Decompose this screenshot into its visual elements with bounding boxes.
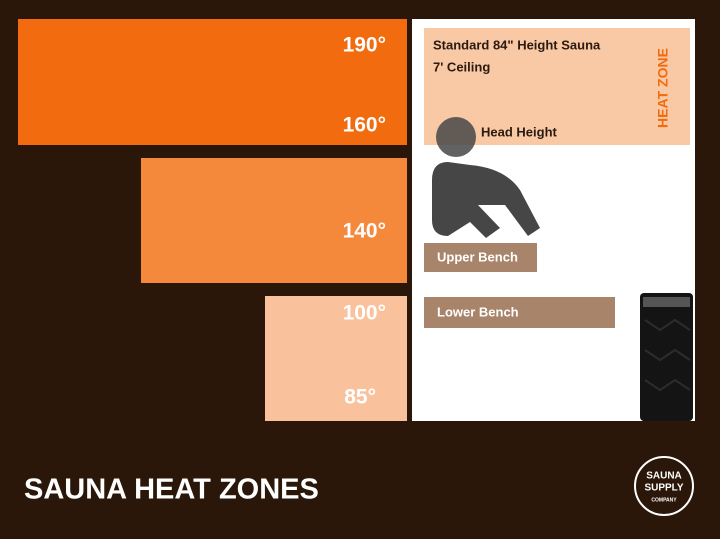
logo-text: SAUNA — [646, 471, 682, 482]
head-height-label: Head Height — [481, 124, 558, 139]
bench-label: Upper Bench — [437, 249, 518, 264]
title: SAUNA HEAT ZONES — [24, 474, 319, 506]
temp-label: 85° — [344, 386, 376, 409]
panel-text: 7' Ceiling — [433, 59, 490, 74]
heat-zone-label: HEAT ZONE — [655, 48, 671, 128]
heater — [640, 293, 693, 421]
panel-text: Standard 84" Height Sauna — [433, 37, 601, 52]
temp-label: 140° — [343, 220, 386, 243]
bench-label: Lower Bench — [437, 304, 519, 319]
person-icon — [432, 117, 540, 238]
temp-label: 160° — [343, 114, 386, 137]
logo: SAUNA SUPPLY COMPANY — [634, 456, 694, 516]
temp-label: 100° — [343, 302, 386, 325]
zone-bar — [18, 19, 407, 145]
zone-bar — [265, 296, 407, 421]
lower-bench — [424, 297, 615, 328]
logo-text: COMPANY — [651, 497, 677, 503]
zone-bar — [141, 158, 407, 283]
logo-text: SUPPLY — [644, 483, 683, 494]
upper-bench — [424, 243, 537, 272]
temp-label: 190° — [343, 34, 386, 57]
